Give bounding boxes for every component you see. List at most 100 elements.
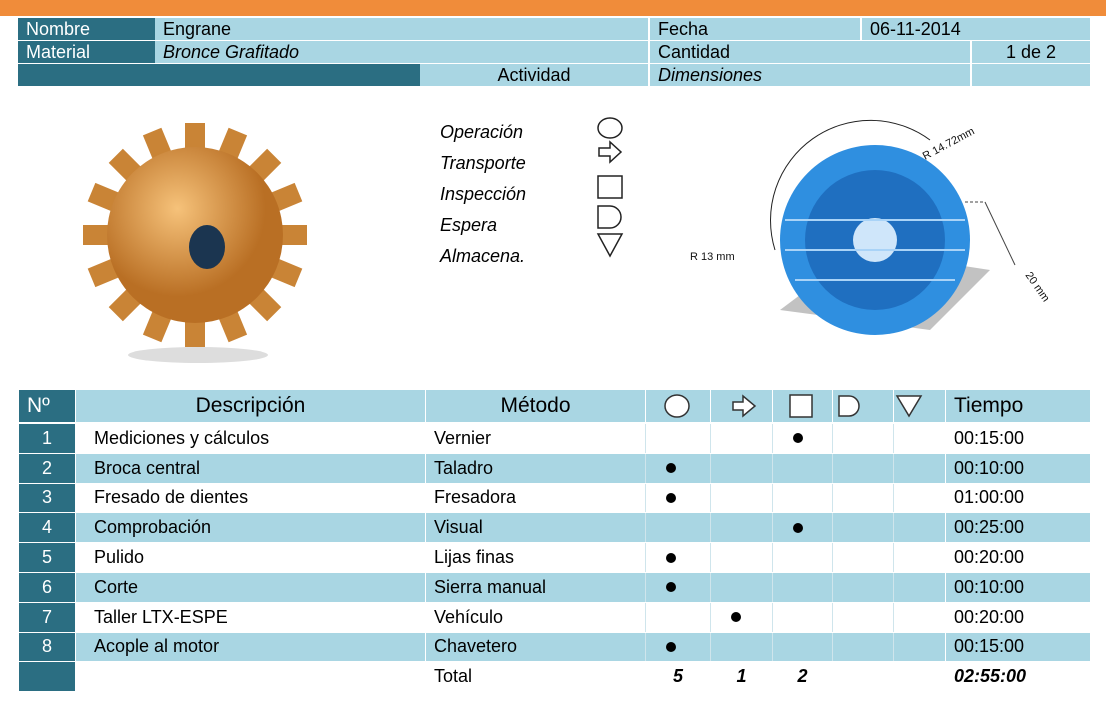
value: Bronce Grafitado (155, 41, 648, 63)
activity-dot (793, 522, 803, 533)
time: 00:25:00 (945, 513, 1090, 543)
column-header: Nº (18, 390, 75, 422)
activity-cell (772, 573, 832, 602)
total-label: Total (425, 662, 645, 692)
method: Fresadora (425, 483, 645, 513)
activity-cell (832, 424, 893, 453)
activity-cell (645, 453, 710, 483)
row-number: 2 (18, 453, 75, 483)
activity-dot (731, 612, 741, 623)
label: Cantidad (648, 41, 970, 63)
activity-cell (893, 513, 945, 543)
time: 00:20:00 (945, 602, 1090, 632)
value: 1 de 2 (970, 41, 1090, 63)
description: Corte (75, 573, 425, 602)
activity-cell (893, 453, 945, 483)
activity-cell (645, 543, 710, 572)
blank (75, 662, 425, 692)
description: Fresado de dientes (75, 483, 425, 513)
activity-cell (893, 602, 945, 632)
row-number: 5 (18, 543, 75, 572)
activity-cell (893, 424, 945, 453)
column-header: Descripción (75, 390, 425, 422)
row-number: 3 (18, 483, 75, 513)
column-header: Método (425, 390, 645, 422)
activity-cell (832, 513, 893, 543)
activity-cell (710, 543, 772, 572)
column-header: Tiempo (945, 390, 1090, 422)
method: Vehículo (425, 602, 645, 632)
activity-cell (710, 453, 772, 483)
time: 00:15:00 (945, 632, 1090, 662)
row-number: 6 (18, 573, 75, 602)
activity-cell (832, 483, 893, 513)
method: Sierra manual (425, 573, 645, 602)
method: Chavetero (425, 632, 645, 662)
dimension-drawing: R 13 mm R 14.72mm 20 mm (690, 119, 1052, 335)
activity-item: Transporte (440, 152, 526, 173)
activity-dot (666, 582, 676, 593)
activity-cell (710, 573, 772, 602)
activity-dot (666, 641, 676, 652)
method: Vernier (425, 424, 645, 453)
dimension-label: 20 mm (1023, 270, 1052, 304)
activity-item: Operación (440, 121, 524, 142)
value: 06-11-2014 (860, 18, 1090, 40)
row-number: 7 (18, 602, 75, 632)
activity-cell (710, 424, 772, 453)
activity-cell (893, 483, 945, 513)
description: Pulido (75, 543, 425, 572)
description: Acople al motor (75, 632, 425, 662)
band (18, 64, 420, 86)
description: Broca central (75, 453, 425, 483)
activity-cell (832, 602, 893, 632)
time: 00:15:00 (945, 424, 1090, 453)
total-count: 5 (645, 662, 710, 692)
activity-cell (832, 632, 893, 662)
activity-cell (710, 632, 772, 662)
activity-dot (666, 463, 676, 474)
value: Engrane (155, 18, 648, 40)
description: Comprobación (75, 513, 425, 543)
symbol-icons (664, 394, 923, 418)
activity-item: Espera (440, 214, 498, 235)
activity-cell (893, 632, 945, 662)
method: Taladro (425, 453, 645, 483)
method: Visual (425, 513, 645, 543)
time: 01:00:00 (945, 483, 1090, 513)
activity-cell (772, 602, 832, 632)
activity-cell (645, 424, 710, 453)
label: Material (18, 41, 155, 63)
label: Actividad (420, 64, 648, 86)
activity-cell (772, 453, 832, 483)
description: Taller LTX-ESPE (75, 602, 425, 632)
activity-dot (666, 552, 676, 563)
time: 00:10:00 (945, 453, 1090, 483)
activity-cell (645, 573, 710, 602)
total-count: 1 (710, 662, 772, 692)
activity-cell (710, 602, 772, 632)
description: Mediciones y cálculos (75, 424, 425, 453)
activity-item: Inspección (440, 183, 527, 204)
total-time: 02:55:00 (945, 662, 1090, 692)
dimension-label: R 13 mm (690, 251, 735, 263)
label: Dimensiones (648, 64, 970, 86)
activity-cell (772, 483, 832, 513)
activity-cell (710, 483, 772, 513)
dimension-label: R 14.72mm (921, 125, 977, 162)
top-bar (0, 0, 1106, 16)
activity-cell (832, 573, 893, 602)
row-number: 4 (18, 513, 75, 543)
time: 00:10:00 (945, 573, 1090, 602)
row-number: 8 (18, 632, 75, 662)
activity-cell (772, 543, 832, 572)
activity-cell (772, 632, 832, 662)
method: Lijas finas (425, 543, 645, 572)
activity-cell (645, 602, 710, 632)
activity-cell (645, 632, 710, 662)
activity-cell (645, 483, 710, 513)
gear-image (83, 123, 307, 363)
activity-cell (832, 453, 893, 483)
activity-cell (772, 513, 832, 543)
